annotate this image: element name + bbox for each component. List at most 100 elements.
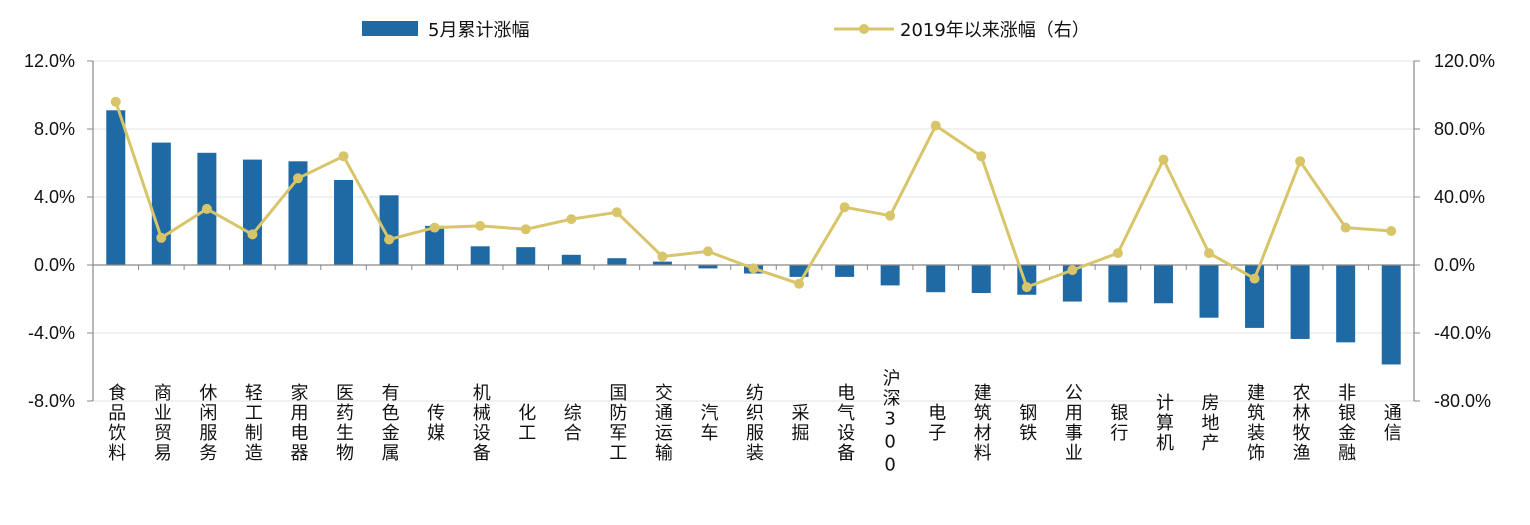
- line-point: [1386, 226, 1397, 236]
- y-right-tick-label: -80.0%: [1434, 391, 1491, 411]
- line-point: [566, 214, 577, 225]
- line-point: [338, 151, 349, 162]
- bar: [607, 258, 627, 265]
- bar: [1199, 265, 1219, 318]
- category-label: 银行: [1107, 403, 1128, 443]
- category-label: 化工: [515, 403, 536, 443]
- category-label: 汽车: [697, 403, 718, 443]
- line-point: [1112, 248, 1123, 259]
- category-label: 交通运输: [652, 383, 673, 463]
- category-label: 沪深300: [880, 368, 901, 477]
- y-right-tick-label: 80.0%: [1434, 119, 1485, 139]
- line-point: [1067, 265, 1078, 276]
- bar: [242, 159, 262, 265]
- category-label: 非银金融: [1335, 383, 1356, 463]
- category-label: 房地产: [1199, 393, 1220, 453]
- category-label: 钢铁: [1016, 403, 1037, 443]
- category-label: 电气设备: [834, 383, 855, 463]
- category-label: 采掘: [789, 403, 810, 443]
- category-label: 医药生物: [333, 383, 354, 463]
- bar: [1381, 265, 1401, 365]
- bar: [1153, 265, 1173, 304]
- bar: [1062, 265, 1082, 302]
- category-label: 公用事业: [1062, 383, 1083, 463]
- bar: [835, 265, 855, 277]
- legend-bar-label: 5月累计涨幅: [428, 20, 529, 41]
- line-point: [794, 278, 805, 289]
- line-point: [885, 210, 896, 221]
- y-left-tick-label: -8.0%: [28, 391, 75, 411]
- bar: [561, 254, 581, 265]
- category-label: 电子: [925, 403, 946, 443]
- line-point: [110, 96, 121, 107]
- line-point: [1249, 273, 1260, 284]
- category-label: 休闲服务: [196, 383, 217, 463]
- category-label: 商业贸易: [151, 383, 172, 463]
- line-point: [748, 263, 759, 274]
- bar: [880, 265, 900, 286]
- line-point: [611, 207, 622, 218]
- category-label: 纺织服装: [743, 383, 764, 463]
- bar: [334, 180, 354, 265]
- bar: [106, 110, 126, 265]
- line-point: [930, 120, 941, 131]
- bar: [1290, 265, 1310, 339]
- bar: [516, 247, 536, 265]
- category-label: 传媒: [424, 403, 445, 443]
- y-right-tick-label: 0.0%: [1434, 255, 1475, 275]
- bar: [789, 265, 809, 277]
- y-left-tick-label: 4.0%: [34, 187, 75, 207]
- line-point: [1295, 156, 1306, 167]
- category-label: 综合: [561, 403, 582, 443]
- y-left-tick-label: 8.0%: [34, 119, 75, 139]
- bar: [151, 142, 171, 265]
- bar: [1245, 265, 1265, 328]
- bar: [425, 225, 445, 265]
- line-point: [1021, 282, 1032, 293]
- category-label: 通信: [1381, 403, 1402, 443]
- bar: [288, 161, 308, 265]
- line-point: [429, 222, 440, 233]
- category-label: 计算机: [1153, 393, 1174, 453]
- bar: [926, 265, 946, 293]
- legend-line-label: 2019年以来涨幅（右）: [900, 20, 1090, 41]
- bar: [1336, 265, 1356, 343]
- category-label: 食品饮料: [105, 383, 126, 463]
- bar: [470, 246, 490, 265]
- line-point: [292, 173, 303, 184]
- line-point: [1340, 222, 1351, 233]
- bar: [971, 265, 991, 294]
- line-point: [1204, 248, 1215, 259]
- category-label: 农林牧渔: [1290, 383, 1311, 463]
- line-point: [520, 224, 531, 235]
- legend-bar-swatch: [362, 21, 418, 36]
- line-point: [976, 151, 987, 162]
- line-point: [1158, 154, 1169, 165]
- line-point: [156, 232, 167, 243]
- category-label: 国防军工: [606, 383, 627, 463]
- line-point: [475, 220, 486, 231]
- line-point: [702, 246, 713, 257]
- bar: [1108, 265, 1128, 303]
- category-label: 轻工制造: [242, 383, 263, 463]
- bar: [698, 265, 718, 269]
- y-right-tick-label: 120.0%: [1434, 51, 1495, 71]
- line-point: [384, 234, 395, 245]
- legend-line-marker: [859, 24, 869, 34]
- category-label: 机械设备: [470, 383, 491, 463]
- y-left-tick-label: -4.0%: [28, 323, 75, 343]
- y-left-tick-label: 0.0%: [34, 255, 75, 275]
- category-label: 有色金属: [379, 383, 400, 463]
- line-point: [247, 229, 258, 240]
- category-label: 建筑装饰: [1244, 383, 1265, 463]
- bar: [652, 261, 672, 265]
- y-right-tick-label: 40.0%: [1434, 187, 1485, 207]
- y-right-tick-label: -40.0%: [1434, 323, 1491, 343]
- line-point: [657, 251, 668, 262]
- line-point: [201, 203, 212, 214]
- category-label: 建筑材料: [971, 383, 992, 463]
- category-label: 家用电器: [287, 383, 308, 463]
- bar: [379, 195, 399, 265]
